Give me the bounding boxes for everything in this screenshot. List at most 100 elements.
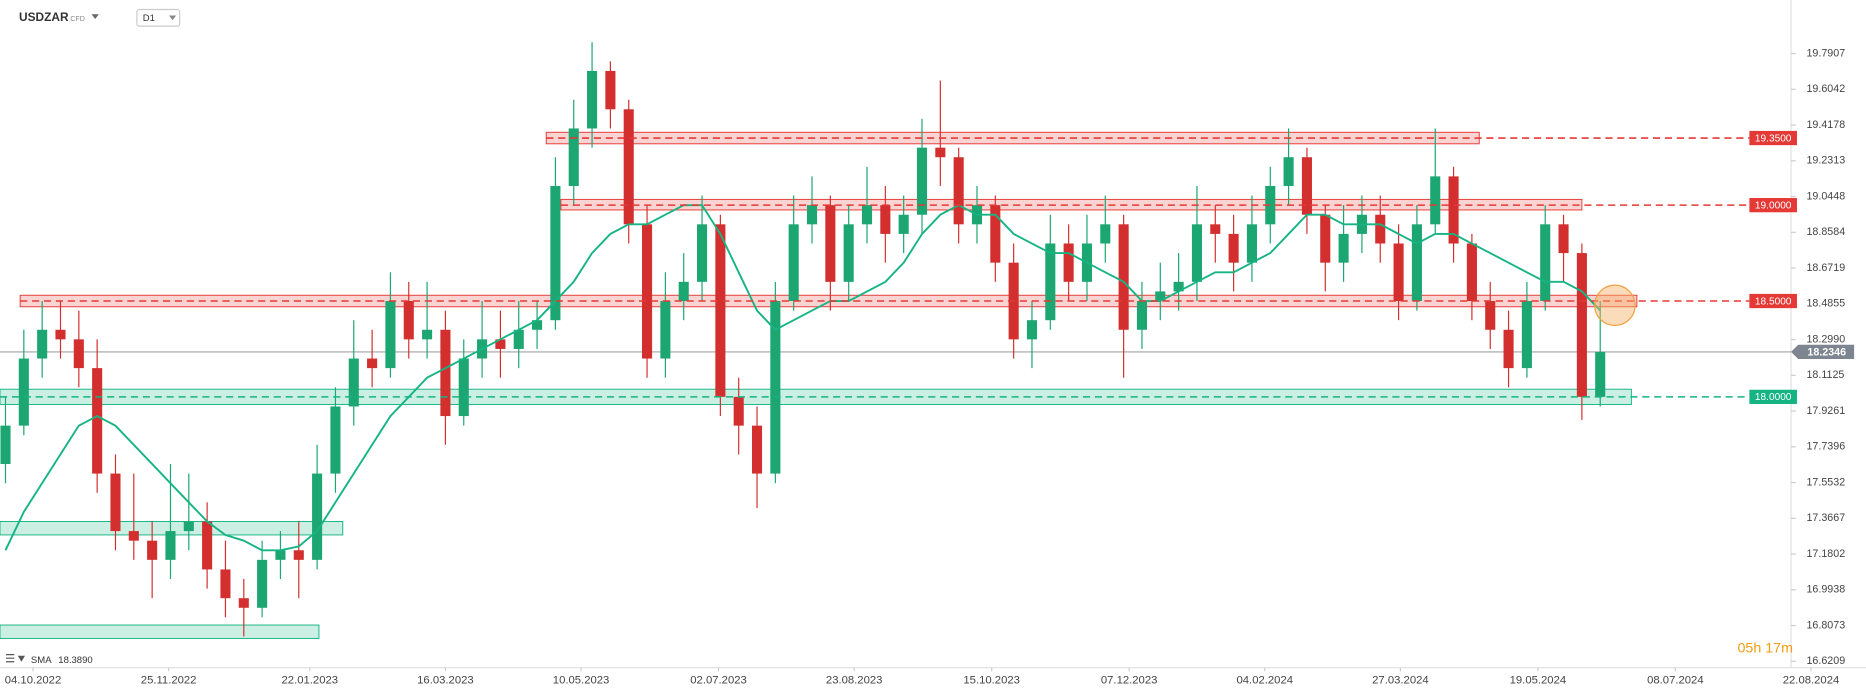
highlight-circle [1594, 284, 1636, 327]
candle-body [1045, 243, 1056, 321]
interval-select[interactable] [136, 8, 181, 27]
y-tick-label: 19.6042 [1806, 83, 1845, 95]
candle-body [92, 368, 103, 474]
candle-body [348, 358, 359, 407]
candle-body [275, 550, 286, 560]
candle-body [715, 224, 726, 397]
candle-body [568, 128, 579, 186]
interval[interactable]: D1 [143, 13, 155, 24]
candle-body [1503, 329, 1514, 369]
candle-body [898, 214, 909, 234]
x-tick-label: 22.01.2023 [282, 675, 339, 687]
x-tick-label: 04.10.2022 [5, 675, 62, 687]
candle-body [110, 473, 121, 532]
candle-body [843, 224, 854, 282]
candle-body [587, 70, 598, 129]
level-tag [1749, 293, 1797, 309]
candle-body [788, 224, 799, 302]
candle-body [861, 205, 873, 225]
level-tag [1749, 389, 1797, 405]
candle-body [1411, 224, 1422, 302]
candle-body [440, 329, 451, 417]
candle-body [1265, 185, 1276, 225]
candle-body [183, 521, 194, 532]
y-tick-label: 18.4855 [1806, 298, 1845, 310]
overlay: 19.7907 19.6042 19.4178 19.2313 19.0448 18.85… [0, 47, 1855, 687]
candle-body [697, 224, 708, 282]
candle-body [37, 329, 48, 359]
symbol-dropdown[interactable] [91, 14, 99, 20]
level-tag-label: 18.0000 [1755, 392, 1792, 403]
y-tick-label: 19.0448 [1806, 190, 1845, 202]
candle-body [495, 339, 506, 349]
x-tick-label: 10.05.2023 [553, 675, 610, 687]
candle-body [147, 540, 158, 560]
candle-body [1393, 243, 1404, 302]
candle-body [220, 569, 231, 599]
legend-icon [5, 654, 15, 663]
candle-body [1246, 224, 1257, 263]
candle-body [605, 70, 616, 110]
candle-body [1136, 301, 1148, 330]
candle-body [1173, 281, 1184, 292]
candle-body [403, 301, 414, 340]
candle-body [806, 205, 818, 225]
zone [560, 198, 1583, 211]
candle-body [1191, 224, 1202, 282]
candle-body [660, 301, 671, 359]
x-tick-label: 08.07.2024 [1647, 675, 1704, 687]
candle-body [55, 329, 66, 340]
candle-body [550, 185, 561, 321]
candle-body [916, 147, 928, 215]
x-tick-label: 23.08.2023 [826, 675, 883, 687]
candle-body [751, 425, 763, 474]
y-tick-label: 18.8584 [1806, 226, 1845, 238]
level-tag-label: 18.5000 [1755, 296, 1792, 307]
x-tick-label: 22.08.2024 [1783, 675, 1840, 687]
candle-body [293, 550, 304, 560]
candle-body [238, 598, 249, 608]
x-tick-label: 16.03.2023 [417, 675, 474, 687]
candle-body [1228, 233, 1239, 263]
countdown-timer: 05h 17m [1737, 640, 1793, 656]
level-tag-label: 19.0000 [1755, 200, 1792, 211]
sma-line [4, 204, 1601, 552]
y-tick-label: 19.4178 [1806, 119, 1845, 131]
y-tick-label: 17.5532 [1806, 476, 1845, 488]
candle-body [825, 205, 836, 282]
candle-body [1576, 253, 1587, 397]
candle-body [1540, 224, 1551, 302]
candle-body [642, 224, 653, 359]
candle-body [312, 473, 323, 560]
candle-body [1485, 301, 1496, 330]
candle-body [1521, 301, 1532, 369]
zone [0, 624, 320, 639]
candle-body [1283, 157, 1294, 186]
y-tick-label: 17.9261 [1806, 405, 1845, 417]
candle-body [532, 320, 543, 330]
x-tick-label: 04.02.2024 [1237, 675, 1294, 687]
symbol[interactable]: USDZAR [19, 10, 69, 24]
candle-body [733, 396, 744, 426]
y-tick-label: 18.2990 [1806, 333, 1845, 345]
candle-body [1338, 233, 1349, 263]
candle-body [935, 147, 946, 158]
candle-body [0, 425, 11, 464]
last-price-label: 18.2346 [1807, 346, 1846, 358]
candle-body [1118, 224, 1129, 330]
instrument-type: CFD [70, 15, 85, 23]
candle-body [1375, 214, 1386, 244]
candle-body [367, 358, 378, 369]
y-tick-label: 17.1802 [1806, 548, 1845, 560]
sma-legend: SMA 18.3890 [5, 654, 93, 666]
candle-body [330, 406, 341, 474]
y-tick-label: 19.2313 [1806, 155, 1845, 167]
sma-value: 18.3890 [58, 655, 92, 666]
candle-body [1210, 224, 1221, 234]
candle-body [1063, 243, 1074, 282]
candle-body [128, 531, 139, 541]
candle-body [1466, 243, 1477, 302]
